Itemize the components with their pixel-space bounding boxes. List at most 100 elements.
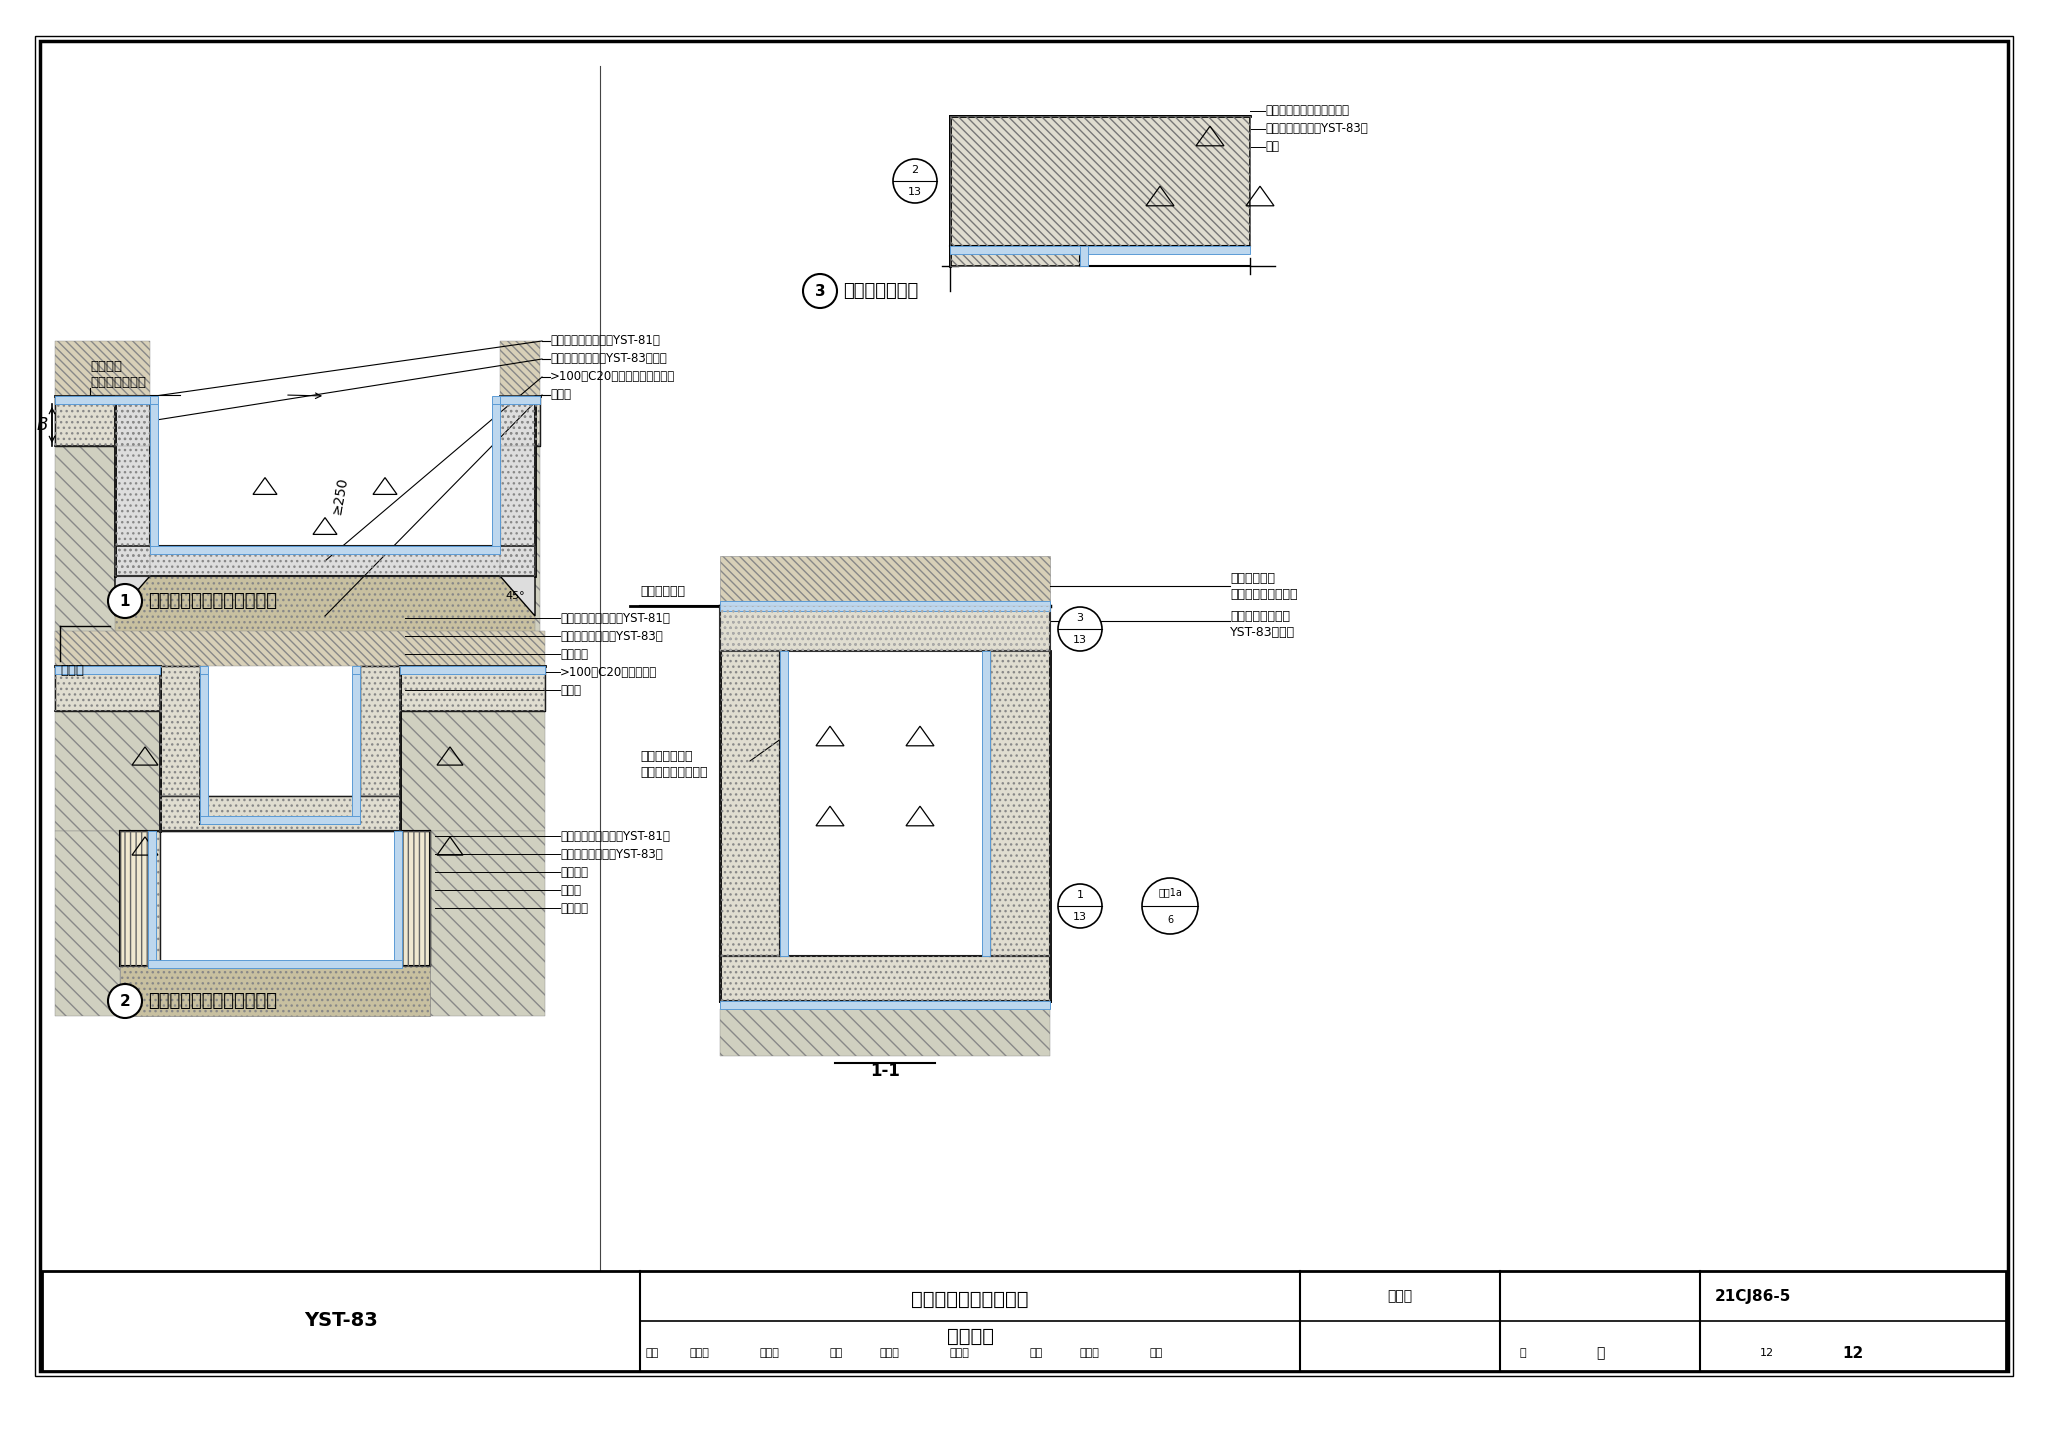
Bar (55, 665, 160, 831)
Text: 坑槽底板: 坑槽底板 (559, 648, 588, 661)
Text: 见具体工程设计: 见具体工程设计 (90, 376, 145, 389)
Bar (721, 957, 1051, 1002)
Bar (160, 796, 399, 831)
Circle shape (893, 159, 938, 202)
Text: 地基土: 地基土 (551, 389, 571, 402)
Bar (981, 651, 989, 957)
Text: 页: 页 (1520, 1348, 1526, 1358)
Text: 2: 2 (911, 165, 920, 175)
Bar (721, 957, 1051, 1002)
Text: 王芳芳: 王芳芳 (881, 1348, 899, 1358)
Bar (55, 396, 150, 446)
Text: 预留通道平面图: 预留通道平面图 (844, 282, 918, 300)
Bar (950, 246, 1079, 266)
Text: 素土夯实: 素土夯实 (559, 901, 588, 914)
Bar (950, 246, 1079, 266)
Polygon shape (115, 577, 150, 616)
Text: B: B (37, 416, 47, 434)
Bar (55, 665, 160, 711)
Text: 冀文政: 冀文政 (690, 1348, 711, 1358)
Bar (721, 651, 780, 957)
Bar (121, 831, 147, 965)
Bar (500, 396, 541, 403)
Bar (55, 396, 150, 657)
Text: ≥250: ≥250 (330, 476, 350, 515)
Bar (721, 651, 780, 957)
Bar (950, 116, 1249, 246)
Bar (1079, 246, 1249, 266)
Circle shape (1059, 884, 1102, 927)
Text: >100厚C20混凝土垫层: >100厚C20混凝土垫层 (559, 665, 657, 678)
Bar (360, 665, 399, 796)
Bar (55, 831, 121, 1016)
Bar (147, 831, 156, 965)
Bar (115, 546, 535, 577)
Text: 3: 3 (1077, 613, 1083, 623)
Bar (492, 396, 500, 403)
Bar (492, 403, 500, 546)
Text: 13: 13 (907, 186, 922, 197)
Text: 侧墙: 侧墙 (1266, 140, 1280, 153)
Text: 顶板上构造层: 顶板上构造层 (1231, 572, 1276, 584)
Text: YST-83: YST-83 (303, 1312, 379, 1331)
Text: 3: 3 (815, 284, 825, 298)
Bar (399, 665, 545, 711)
Text: 坑槽面层及防水层（YST-81）: 坑槽面层及防水层（YST-81） (551, 335, 659, 348)
Bar (201, 815, 360, 824)
Text: 室外地坪标高: 室外地坪标高 (639, 585, 684, 598)
Bar (780, 651, 788, 957)
Bar (55, 396, 150, 446)
Text: 底板1a: 底板1a (1157, 887, 1182, 897)
Bar (500, 396, 541, 657)
Bar (55, 665, 160, 674)
Text: 防水构造: 防水构造 (946, 1326, 993, 1345)
Text: 保温层（见具体工程设计）: 保温层（见具体工程设计） (1266, 105, 1350, 118)
Text: 后浇混凝土结构: 后浇混凝土结构 (639, 750, 692, 763)
Bar (201, 674, 209, 824)
Bar (721, 601, 1051, 612)
Text: >100厚C20混凝土垫层随搭随抹: >100厚C20混凝土垫层随搭随抹 (551, 370, 676, 383)
Circle shape (803, 274, 838, 309)
Bar (393, 831, 401, 965)
Text: 坑槽面层及防水层（YST-81）: 坑槽面层及防水层（YST-81） (559, 612, 670, 625)
Bar (160, 796, 399, 831)
Bar (950, 116, 1249, 246)
Bar (115, 396, 150, 577)
Text: （见具体工程设计）: （见具体工程设计） (639, 766, 707, 779)
Text: 齐冬晖: 齐冬晖 (1079, 1348, 1100, 1358)
Bar (721, 556, 1051, 606)
Text: 防水混凝土（掺加YST-83）: 防水混凝土（掺加YST-83） (559, 629, 664, 642)
Bar (43, 1271, 2005, 1372)
Text: 校对: 校对 (829, 1348, 844, 1358)
Text: 坑槽侧墙: 坑槽侧墙 (559, 865, 588, 878)
Bar (399, 665, 545, 674)
Text: 防水混凝土（掺加YST-83）底板: 防水混凝土（掺加YST-83）底板 (551, 352, 668, 365)
Bar (500, 396, 541, 446)
Bar (55, 630, 545, 665)
Bar (147, 831, 160, 965)
Bar (399, 665, 545, 711)
Text: 防水混凝土（掺加: 防水混凝土（掺加 (1231, 610, 1290, 623)
Text: 页: 页 (1595, 1345, 1604, 1360)
Bar (950, 246, 1249, 253)
Bar (55, 341, 150, 396)
Bar (1079, 246, 1087, 266)
Bar (500, 396, 535, 577)
Text: 1-1: 1-1 (870, 1061, 899, 1080)
Bar (150, 546, 500, 553)
Text: 45°: 45° (506, 591, 524, 601)
Circle shape (1059, 607, 1102, 651)
Bar (721, 606, 1051, 651)
Bar (721, 1009, 1051, 1056)
Bar (401, 831, 430, 965)
Bar (721, 606, 1051, 651)
Text: 地下室坑槽、预留通道: 地下室坑槽、预留通道 (911, 1290, 1028, 1309)
Bar (401, 831, 430, 965)
Text: 12: 12 (1843, 1345, 1864, 1360)
Bar (115, 546, 535, 577)
Text: 乙二三: 乙二三 (950, 1348, 971, 1358)
Text: 防水混凝土（掺加YST-83）: 防水混凝土（掺加YST-83） (1266, 122, 1368, 135)
Bar (500, 341, 541, 396)
Text: 地下室坑槽防水构造（二）: 地下室坑槽防水构造（二） (147, 992, 276, 1010)
Text: 12: 12 (1759, 1348, 1774, 1358)
